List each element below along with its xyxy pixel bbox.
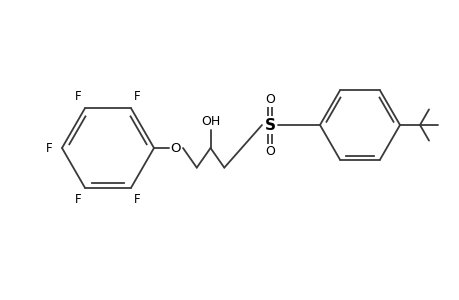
Text: F: F [75,90,82,104]
Text: OH: OH [201,115,220,128]
Text: O: O [170,142,181,154]
Text: F: F [134,90,140,104]
Text: F: F [75,193,82,206]
Text: S: S [264,118,275,133]
Text: F: F [45,142,52,154]
Text: O: O [264,92,274,106]
Text: F: F [134,193,140,206]
Text: O: O [264,145,274,158]
